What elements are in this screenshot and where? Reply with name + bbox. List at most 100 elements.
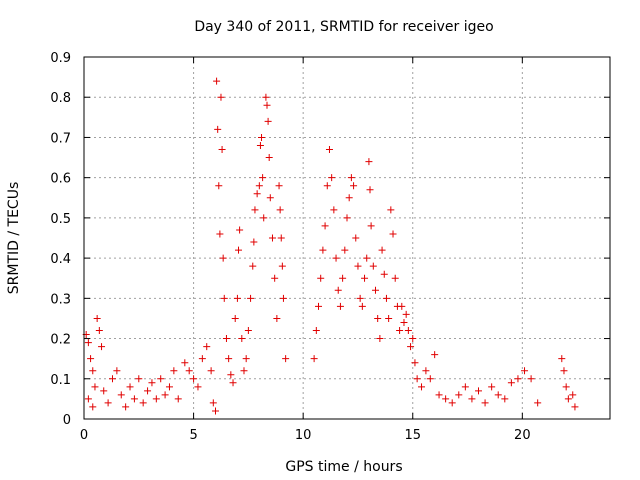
data-point xyxy=(263,101,271,109)
data-point xyxy=(339,274,347,282)
data-point xyxy=(84,339,92,347)
data-point xyxy=(431,351,439,359)
data-point xyxy=(468,395,476,403)
data-point xyxy=(376,335,384,343)
data-point xyxy=(371,286,379,294)
data-point xyxy=(448,399,456,407)
data-point xyxy=(521,367,529,375)
y-tick-label: 0.4 xyxy=(50,252,71,267)
data-point xyxy=(139,399,147,407)
chart-title: Day 340 of 2011, SRMTID for receiver ige… xyxy=(194,19,493,35)
data-point xyxy=(265,154,273,162)
data-point xyxy=(352,234,360,242)
data-point xyxy=(219,254,227,262)
data-point xyxy=(277,234,285,242)
data-point xyxy=(488,383,496,391)
data-point xyxy=(262,93,270,101)
data-point xyxy=(275,182,283,190)
x-tick-label: 10 xyxy=(295,428,312,443)
data-point xyxy=(391,274,399,282)
data-point xyxy=(95,327,103,335)
data-point xyxy=(276,206,284,214)
data-point xyxy=(266,194,274,202)
data-points xyxy=(82,77,579,415)
data-point xyxy=(214,125,222,133)
data-point xyxy=(242,355,250,363)
y-tick-label: 0.9 xyxy=(50,51,71,66)
data-point xyxy=(378,246,386,254)
data-point xyxy=(268,234,276,242)
data-point xyxy=(170,367,178,375)
y-tick-label: 0.3 xyxy=(50,292,71,307)
data-point xyxy=(411,359,419,367)
data-point xyxy=(258,133,266,141)
data-point xyxy=(330,206,338,214)
data-point xyxy=(442,395,450,403)
data-point xyxy=(501,395,509,403)
data-point xyxy=(273,314,281,322)
data-point xyxy=(194,383,202,391)
data-point xyxy=(367,222,375,230)
y-tick-label: 0.8 xyxy=(50,91,71,106)
data-point xyxy=(113,367,121,375)
data-point xyxy=(213,77,221,85)
data-point xyxy=(343,214,351,222)
data-point xyxy=(259,174,267,182)
x-axis-label: GPS time / hours xyxy=(285,459,402,475)
data-point xyxy=(122,403,130,411)
data-point xyxy=(418,383,426,391)
data-point xyxy=(494,391,502,399)
y-tick-label: 0.5 xyxy=(50,212,71,227)
data-point xyxy=(426,375,434,383)
data-point xyxy=(369,262,377,270)
y-axis-label: SRMTID / TECUs xyxy=(6,182,22,295)
data-point xyxy=(203,343,211,351)
data-point xyxy=(218,146,226,154)
data-point xyxy=(225,355,233,363)
data-point xyxy=(422,367,430,375)
data-point xyxy=(247,294,255,302)
data-point xyxy=(91,383,99,391)
data-point xyxy=(404,327,412,335)
data-point xyxy=(220,294,228,302)
data-point xyxy=(251,206,259,214)
data-point xyxy=(455,391,463,399)
data-point xyxy=(481,399,489,407)
data-point xyxy=(271,274,279,282)
data-point xyxy=(207,367,215,375)
data-point xyxy=(144,387,152,395)
data-point xyxy=(249,262,257,270)
data-point xyxy=(215,182,223,190)
data-point xyxy=(135,375,143,383)
data-point xyxy=(264,117,272,125)
y-tick-label: 0.1 xyxy=(50,373,71,388)
x-tick-label: 15 xyxy=(404,428,421,443)
data-point xyxy=(358,302,366,310)
data-point xyxy=(382,294,390,302)
data-point xyxy=(238,335,246,343)
data-point xyxy=(345,194,353,202)
data-point xyxy=(321,222,329,230)
data-point xyxy=(130,395,138,403)
data-point xyxy=(317,274,325,282)
data-point xyxy=(278,262,286,270)
gridlines xyxy=(84,57,610,419)
data-point xyxy=(389,230,397,238)
data-point xyxy=(222,335,230,343)
data-point xyxy=(341,246,349,254)
data-point xyxy=(181,359,189,367)
data-point xyxy=(409,335,417,343)
data-point xyxy=(227,371,235,379)
data-point xyxy=(319,246,327,254)
data-point xyxy=(89,403,97,411)
data-point xyxy=(334,286,342,294)
data-point xyxy=(209,399,217,407)
plot-frame xyxy=(83,56,611,420)
data-point xyxy=(387,206,395,214)
data-point xyxy=(152,395,160,403)
y-tick-label: 0.2 xyxy=(50,333,71,348)
data-point xyxy=(240,367,248,375)
data-point xyxy=(161,391,169,399)
y-tick-label: 0.6 xyxy=(50,172,71,187)
data-point xyxy=(347,174,355,182)
